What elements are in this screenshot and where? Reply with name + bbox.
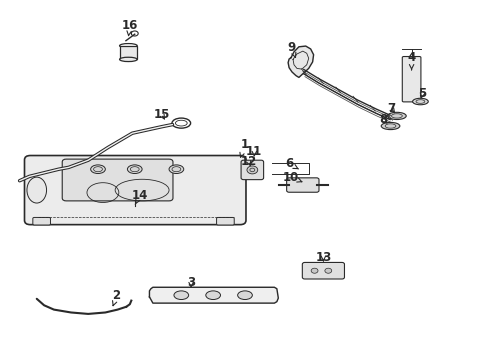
Text: 5: 5 <box>418 87 426 100</box>
Text: 16: 16 <box>122 19 138 36</box>
Text: 3: 3 <box>187 276 195 289</box>
Ellipse shape <box>388 112 406 120</box>
FancyBboxPatch shape <box>402 57 421 102</box>
Ellipse shape <box>413 98 428 105</box>
Ellipse shape <box>169 165 184 174</box>
FancyBboxPatch shape <box>62 159 173 201</box>
Text: 13: 13 <box>315 251 332 264</box>
Text: 14: 14 <box>132 189 148 204</box>
Ellipse shape <box>174 291 189 300</box>
FancyBboxPatch shape <box>302 262 344 279</box>
FancyBboxPatch shape <box>217 217 234 225</box>
Ellipse shape <box>131 206 140 216</box>
Text: 7: 7 <box>387 102 395 114</box>
Ellipse shape <box>206 291 220 300</box>
Text: 9: 9 <box>288 41 296 57</box>
Text: 15: 15 <box>153 108 170 121</box>
Ellipse shape <box>120 57 137 62</box>
Polygon shape <box>288 46 314 77</box>
Ellipse shape <box>247 166 258 174</box>
Text: 8: 8 <box>379 113 387 126</box>
Text: 2: 2 <box>113 289 121 306</box>
Text: 6: 6 <box>285 157 298 170</box>
Ellipse shape <box>325 268 332 273</box>
Text: 11: 11 <box>246 145 263 158</box>
Text: 12: 12 <box>241 156 257 168</box>
FancyBboxPatch shape <box>24 156 246 225</box>
Polygon shape <box>149 287 278 303</box>
Text: 1: 1 <box>240 138 249 157</box>
Ellipse shape <box>381 122 400 130</box>
Ellipse shape <box>127 165 142 174</box>
Ellipse shape <box>238 291 252 300</box>
Text: 4: 4 <box>408 51 416 70</box>
FancyBboxPatch shape <box>287 178 319 192</box>
Ellipse shape <box>311 268 318 273</box>
FancyBboxPatch shape <box>241 160 264 180</box>
FancyBboxPatch shape <box>33 217 50 225</box>
Text: 10: 10 <box>282 171 302 184</box>
Ellipse shape <box>91 165 105 174</box>
Bar <box>120 46 137 59</box>
Ellipse shape <box>27 177 47 203</box>
